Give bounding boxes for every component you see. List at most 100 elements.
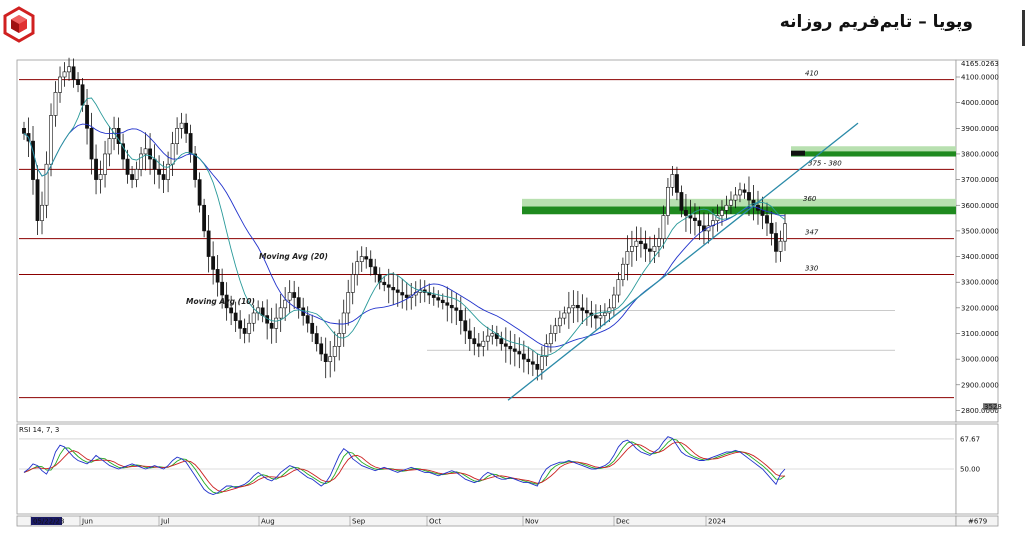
price-tick-label: 3000.0000 [961,356,999,364]
candle-body [598,315,603,319]
candle-body [58,76,62,93]
candle-body [769,222,774,234]
candle-body [778,240,783,252]
candle-body [733,194,738,201]
price-top-label: 4165.0263 [961,60,999,68]
candle-body [305,315,310,324]
price-tick-label: 3100.0000 [961,330,999,338]
support-zone-core [522,206,956,215]
time-tick-label: Aug [261,518,275,526]
price-tick-label: 3400.0000 [961,253,999,261]
price-tick-label: 2800.0000 [961,407,999,415]
candle-body [238,320,243,329]
time-axis-end-label: #679 [968,518,987,526]
candle-body [580,307,585,311]
time-tick-label: Sep [352,518,366,526]
candle-body [148,148,152,160]
candle-body [157,169,161,175]
rsi-main-line [23,436,786,495]
candle-body [765,215,769,224]
candle-body [53,92,58,116]
candle-body [774,233,778,252]
candle-body [584,310,589,314]
candle-body [80,84,85,106]
candle-body [742,189,747,193]
candle-body [400,292,405,296]
price-tick-label: 3600.0000 [961,202,999,210]
candle-body [657,238,661,247]
candle-body [666,186,670,216]
candle-body [359,256,364,262]
rsi-tick-label: 50.00 [960,466,980,474]
candle-body [251,312,256,324]
candle-body [197,179,202,206]
candle-body [625,251,630,265]
candle-body [229,307,234,314]
candle-body [607,307,612,314]
candle-body [188,133,193,155]
price-tick-label: 3800.0000 [961,150,999,158]
candle-body [593,315,598,319]
ma10-annotation: Moving Avg (10) [186,297,255,306]
candle-body [490,333,495,337]
candle-body [562,312,567,319]
candle-body [220,281,225,296]
candle-body [571,304,576,309]
company-logo [3,6,35,43]
candle-body [377,274,382,283]
candle-body [643,243,648,250]
price-pane [16,59,957,423]
candle-body [193,153,198,180]
uptrend-line [507,122,859,401]
candle-body [629,245,634,252]
price-tick-label: 3300.0000 [961,279,999,287]
candle-body [350,274,355,293]
candle-body [512,348,517,352]
candle-body [521,353,526,360]
candle-body [481,340,486,347]
candle-body [648,248,652,252]
candle-body [89,128,94,160]
candle-body [314,333,319,345]
candle-body [449,304,454,309]
candle-body [616,279,621,296]
candle-body [76,79,80,85]
candle-body [224,294,229,309]
candle-body [553,325,558,334]
candle-body [35,179,40,221]
candle-body [125,158,130,175]
zone-label: 360 [803,195,817,203]
candle-body [143,148,148,155]
candle-body [49,115,53,165]
price-level-label: 410 [805,70,819,78]
candle-body [436,297,441,301]
candle-body [134,169,139,180]
time-tick-label: Oct [429,518,441,526]
candle-body [283,299,288,309]
candle-body [679,192,684,211]
candle-body [472,338,477,345]
candle-body [98,174,103,180]
candle-body [368,258,373,268]
candle-body [729,199,733,206]
candle-body [693,217,697,221]
candle-body [103,153,107,175]
candle-body [40,204,44,221]
candle-body [332,346,337,357]
candle-body [738,189,742,196]
candle-body [292,292,297,298]
candle-body [341,312,346,334]
ma20-annotation: Moving Avg (20) [259,252,328,261]
candle-body [22,128,26,134]
candle-body [184,122,189,134]
rsi-tick-label: 67.67 [960,435,980,443]
candle-body [319,343,324,355]
candle-body [697,220,702,227]
candle-body [94,158,98,180]
candle-body [535,363,540,370]
candle-body [440,299,445,304]
start-date-badge [31,517,62,525]
price-axis-pane [955,59,999,423]
last-price-badge [983,403,997,411]
